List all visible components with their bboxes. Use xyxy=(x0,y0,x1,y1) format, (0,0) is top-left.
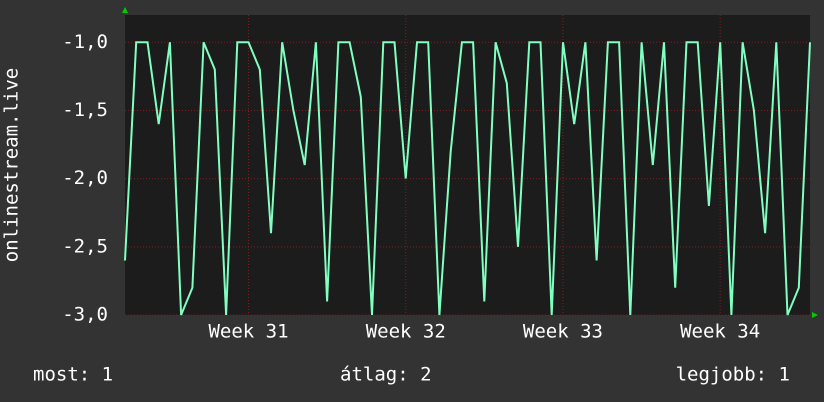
x-axis-arrow xyxy=(812,312,818,318)
y-tick-label: -3,0 xyxy=(62,304,108,326)
y-axis-label: onlinestream.live xyxy=(1,68,23,262)
data-line xyxy=(124,41,811,316)
y-tick-label: -1,5 xyxy=(62,99,108,121)
y-axis-arrow xyxy=(122,7,128,13)
stat-best: legjobb: 1 xyxy=(676,364,790,386)
x-tick-label: Week 34 xyxy=(680,321,760,343)
x-tick-label: Week 31 xyxy=(208,321,288,343)
y-tick-label: -1,0 xyxy=(62,31,108,53)
y-tick-label: -2,5 xyxy=(62,235,108,257)
stat-current: most: 1 xyxy=(33,364,113,386)
x-tick-label: Week 32 xyxy=(366,321,446,343)
x-tick-label: Week 33 xyxy=(523,321,603,343)
stat-average: átlag: 2 xyxy=(340,364,432,386)
plot-area xyxy=(125,15,810,315)
y-tick-label: -2,0 xyxy=(62,167,108,189)
